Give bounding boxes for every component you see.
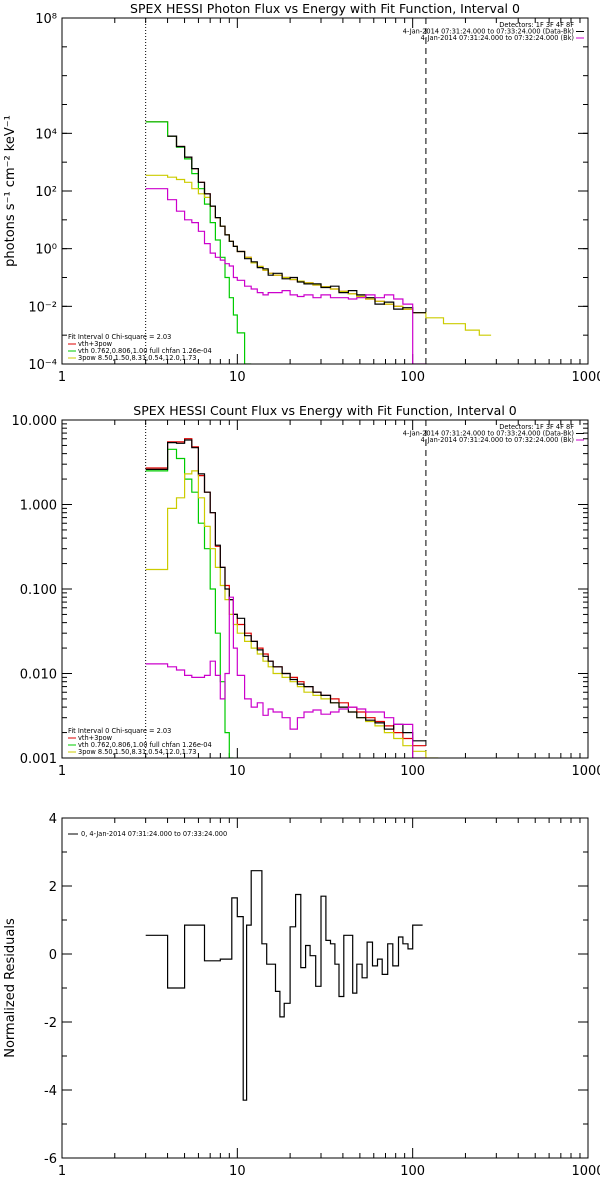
chart-title: SPEX HESSI Photon Flux vs Energy with Fi… [130,1,520,16]
legend-top-left-entry: 0, 4-Jan-2014 07:31:24.000 to 07:33:24.0… [81,830,227,838]
chart-panel-1: SPEX HESSI Photon Flux vs Energy with Fi… [3,1,600,385]
y-tick-label: 0.100 [20,583,57,598]
y-tick-label: 10² [35,185,57,200]
series-vth-3pow [145,438,426,747]
y-tick-label: 2 [49,880,57,895]
y-axis-title: Normalized Residuals [3,918,18,1058]
plot-frame [61,17,589,365]
x-tick-label: 1 [58,370,66,385]
y-tick-label: -4 [44,1084,57,1099]
legend-bottom-left-entry: Fit Interval 0 Chi-square = 2.03 [68,333,171,341]
x-tick-label: 10 [229,764,246,779]
legend-top-right-entry: Detectors: 1F 3F 4F 8F [499,21,574,29]
plot-frame [61,817,589,1159]
series-vth [145,448,234,758]
legend-bottom-left-entry: vth 0.762,0.806,1.00 full chfan 1.26e-04 [78,347,212,355]
legend-bottom-left-entry: 3pow 8.50,1.50,8.31,0.54,12.0,1.73 [78,748,196,756]
legend-bottom-left-entry: vth 0.762,0.806,1.00 full chfan 1.26e-04 [78,741,212,749]
legend-top-right-entry: 4-Jan-2014 07:31:24.000 to 07:32:24.000 … [421,34,574,42]
series-group [145,121,492,364]
y-tick-label: 0.010 [20,668,57,683]
y-tick-label: 4 [49,812,57,827]
series-residuals [145,870,423,1101]
plot-frame [61,419,589,759]
y-tick-label: 0 [49,948,57,963]
y-tick-label: -6 [44,1152,57,1167]
y-tick-label: 10⁻² [28,300,57,315]
series-data-bk [167,135,426,314]
series-3pow [145,470,439,758]
y-axis-title: photons s⁻¹ cm⁻² keV⁻¹ [3,115,18,267]
y-tick-label: 10⁸ [35,12,57,27]
chart-panel-2: SPEX HESSI Count Flux vs Energy with Fit… [12,403,600,779]
legend-top-right-entry: 4-Jan-2014 07:31:24.000 to 07:32:24.000 … [421,436,574,444]
y-tick-label: 10⁻⁴ [28,358,57,373]
y-tick-label: 1.000 [20,499,57,514]
legend-bottom-left-entry: Fit Interval 0 Chi-square = 2.03 [68,727,171,735]
y-tick-label: 0.001 [20,752,57,767]
legend-top-right-entry: Detectors: 1F 3F 4F 8F [499,423,574,431]
series-vth-3pow [145,121,426,314]
chart-title: SPEX HESSI Count Flux vs Energy with Fit… [133,403,516,418]
y-tick-label: -2 [44,1016,57,1031]
legend-bottom-left-entry: vth+3pow [78,340,113,348]
x-tick-label: 10 [229,370,246,385]
legend-bottom-left-entry: 3pow 8.50,1.50,8.31,0.54,12.0,1.73 [78,354,196,362]
series-data-bk [145,439,426,742]
x-tick-label: 1 [58,1164,66,1179]
legend-bottom-left-entry: vth+3pow [78,734,113,742]
series-vth [145,121,252,364]
x-tick-label: 100 [400,1164,425,1179]
legend-top-right-entry: 4-Jan-2014 07:31:24.000 to 07:33:24.000 … [403,430,574,438]
y-tick-label: 10⁴ [35,127,57,142]
x-tick-label: 100 [400,370,425,385]
y-tick-label: 10.000 [12,414,58,429]
series-group [145,438,439,758]
x-tick-label: 10 [229,1164,246,1179]
series-bk [145,596,426,758]
series-bk [145,188,426,364]
x-tick-label: 100 [400,764,425,779]
x-tick-label: 1 [58,764,66,779]
legend-top-right-entry: 4-Jan-2014 07:31:24.000 to 07:33:24.000 … [403,28,574,36]
y-tick-label: 10⁰ [35,243,57,258]
series-group [145,870,423,1101]
series-3pow [145,174,492,336]
